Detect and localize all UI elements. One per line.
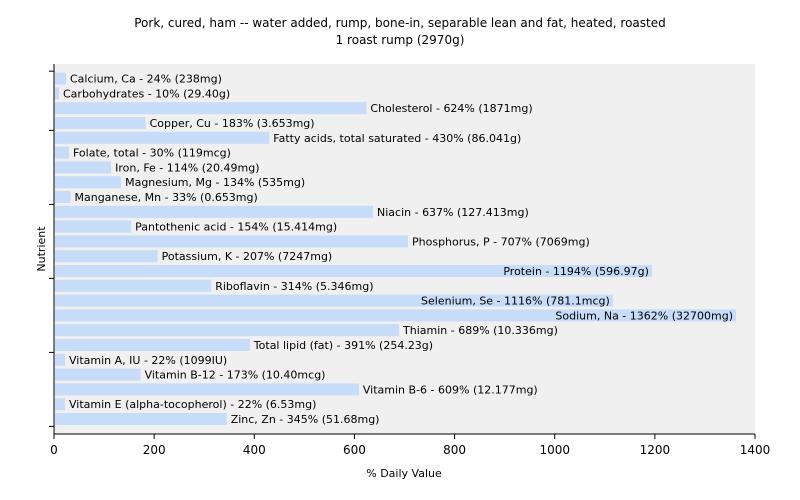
bar-label: Folate, total - 30% (119mcg) — [73, 147, 231, 160]
bar-label: Vitamin B-6 - 609% (12.177mg) — [363, 383, 538, 396]
x-tick-label: 200 — [143, 443, 166, 457]
x-tick-label: 600 — [343, 443, 366, 457]
bar-vitamin-e-alpha-tocopherol — [55, 398, 65, 411]
x-tick-label: 0 — [50, 443, 58, 457]
bar-label: Total lipid (fat) - 391% (254.23g) — [253, 339, 433, 352]
y-ticks-group — [49, 70, 54, 427]
bar-labels-group: Calcium, Ca - 24% (238mg)Carbohydrates -… — [63, 73, 733, 426]
bar-label: Copper, Cu - 183% (3.653mg) — [150, 117, 315, 130]
x-tick-label: 1400 — [740, 443, 771, 457]
bar-label: Cholesterol - 624% (1871mg) — [370, 102, 532, 115]
x-tick-label: 400 — [243, 443, 266, 457]
bar-label: Carbohydrates - 10% (29.40g) — [63, 87, 230, 100]
bar-selenium-se — [55, 294, 613, 307]
bar-pantothenic-acid — [55, 220, 132, 233]
bar-fatty-acids-total-saturated — [55, 131, 270, 144]
bar-label: Potassium, K - 207% (7247mg) — [162, 250, 333, 263]
bar-label: Calcium, Ca - 24% (238mg) — [70, 73, 222, 86]
bar-label: Fatty acids, total saturated - 430% (86.… — [273, 132, 521, 145]
bar-vitamin-b-12 — [55, 368, 141, 381]
bar-label: Riboflavin - 314% (5.346mg) — [215, 280, 373, 293]
bar-sodium-na — [55, 309, 736, 322]
bar-label: Pantothenic acid - 154% (15.414mg) — [135, 221, 337, 234]
x-tick-label: 1000 — [539, 443, 570, 457]
bar-label: Vitamin A, IU - 22% (1099IU) — [69, 354, 227, 367]
x-tick-label: 1200 — [640, 443, 671, 457]
plot-area — [54, 64, 755, 434]
x-tick-label: 800 — [443, 443, 466, 457]
bar-label: Manganese, Mn - 33% (0.653mg) — [75, 191, 258, 204]
bar-total-lipid-fat — [55, 339, 250, 351]
bars-group — [55, 72, 736, 425]
bar-manganese-mn — [55, 191, 71, 203]
bar-label: Phosphorus, P - 707% (7069mg) — [412, 235, 590, 248]
bar-label: Thiamin - 689% (10.336mg) — [402, 324, 558, 337]
bar-niacin — [55, 205, 373, 218]
bar-riboflavin — [55, 279, 212, 292]
bar-label: Magnesium, Mg - 134% (535mg) — [125, 176, 305, 189]
chart-title-line-2: 1 roast rump (2970g) — [336, 33, 465, 47]
bar-magnesium-mg — [55, 176, 122, 189]
bar-potassium-k — [55, 250, 158, 263]
chart-title-line-1: Pork, cured, ham -- water added, rump, b… — [134, 16, 665, 30]
bar-protein — [55, 265, 652, 277]
bar-label: Niacin - 637% (127.413mg) — [377, 206, 529, 219]
bar-vitamin-a-iu — [55, 353, 65, 366]
bar-iron-fe — [55, 161, 112, 174]
bar-label: Vitamin B-12 - 173% (10.40mcg) — [145, 369, 326, 382]
bar-label: Selenium, Se - 1116% (781.1mcg) — [421, 295, 610, 308]
bar-zinc-zn — [55, 413, 227, 425]
bar-copper-cu — [55, 117, 146, 129]
bar-phosphorus-p — [55, 235, 408, 248]
bar-folate-total — [55, 146, 69, 159]
bar-label: Sodium, Na - 1362% (32700mg) — [555, 309, 733, 322]
bar-calcium-ca — [55, 72, 66, 85]
bar-carbohydrates — [55, 87, 59, 100]
bar-label: Zinc, Zn - 345% (51.68mg) — [231, 413, 380, 426]
bar-vitamin-b-6 — [55, 383, 359, 396]
x-axis-title: % Daily Value — [366, 467, 442, 480]
y-axis-title: Nutrient — [35, 226, 48, 272]
bar-label: Protein - 1194% (596.97g) — [503, 265, 649, 278]
x-ticks-group: 0 200 400 600 800 1000 1200 1400 — [50, 434, 770, 457]
bar-label: Iron, Fe - 114% (20.49mg) — [115, 161, 259, 174]
bar-label: Vitamin E (alpha-tocopherol) - 22% (6.53… — [69, 398, 316, 411]
bar-cholesterol — [55, 102, 367, 115]
bar-thiamin — [55, 324, 399, 337]
